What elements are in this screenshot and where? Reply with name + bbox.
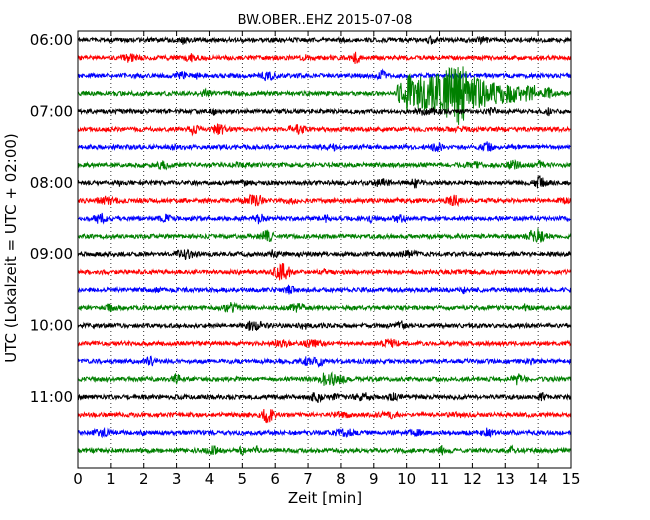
y-tick-label: 10:00 [30,317,73,335]
x-tick-label: 9 [369,470,379,488]
trace-line [77,371,572,387]
trace-line [77,392,572,404]
trace-line [77,301,572,313]
trace-line [77,193,572,208]
plot-frame [77,30,572,469]
y-tick-label: 06:00 [30,31,73,49]
y-tick-label: 08:00 [30,174,73,192]
trace-line [77,248,572,260]
trace-line [77,106,572,117]
seismic-traces [77,35,572,456]
x-tick-label: 6 [270,470,280,488]
y-tick-label: 07:00 [30,102,73,120]
x-tick-label: 10 [397,470,416,488]
x-axis-ticks: 0 1 2 3 4 5 6 7 8 9 10 11 12 13 14 15 [73,31,581,488]
x-tick-label: 8 [336,470,346,488]
x-tick-label: 14 [529,470,548,488]
x-tick-label: 2 [139,470,149,488]
trace-line [77,320,572,331]
trace-line [77,66,572,125]
x-tick-label: 12 [463,470,482,488]
y-tick-label: 11:00 [30,388,73,406]
x-tick-label: 7 [303,470,313,488]
x-tick-label: 1 [106,470,116,488]
x-tick-label: 15 [561,470,580,488]
trace-line [77,35,572,46]
chart-title: BW.OBER..EHZ 2015-07-08 [238,13,413,28]
y-axis-ticks: 06:00 07:00 08:00 09:00 10:00 11:00 [30,31,571,406]
trace-line [77,355,572,369]
trace-line [77,51,572,65]
trace-line [77,263,572,281]
trace-line [77,123,572,137]
x-axis-label: Zeit [min] [288,489,362,507]
x-tick-label: 11 [430,470,449,488]
x-tick-label: 4 [205,470,215,488]
y-axis-label: UTC (Lokalzeit = UTC + 02:00) [2,133,20,363]
trace-line [77,444,572,456]
trace-line [77,175,572,189]
y-tick-label: 09:00 [30,245,73,263]
trace-line [77,284,572,295]
x-tick-label: 5 [238,470,248,488]
trace-line [77,212,572,225]
x-tick-label: 13 [496,470,515,488]
x-tick-label: 3 [172,470,182,488]
trace-line [77,426,572,439]
trace-line [77,338,572,349]
trace-line [77,141,572,153]
x-tick-label: 0 [73,470,83,488]
trace-line [77,228,572,243]
trace-line [77,68,572,82]
trace-line [77,409,572,424]
trace-line [77,158,572,171]
